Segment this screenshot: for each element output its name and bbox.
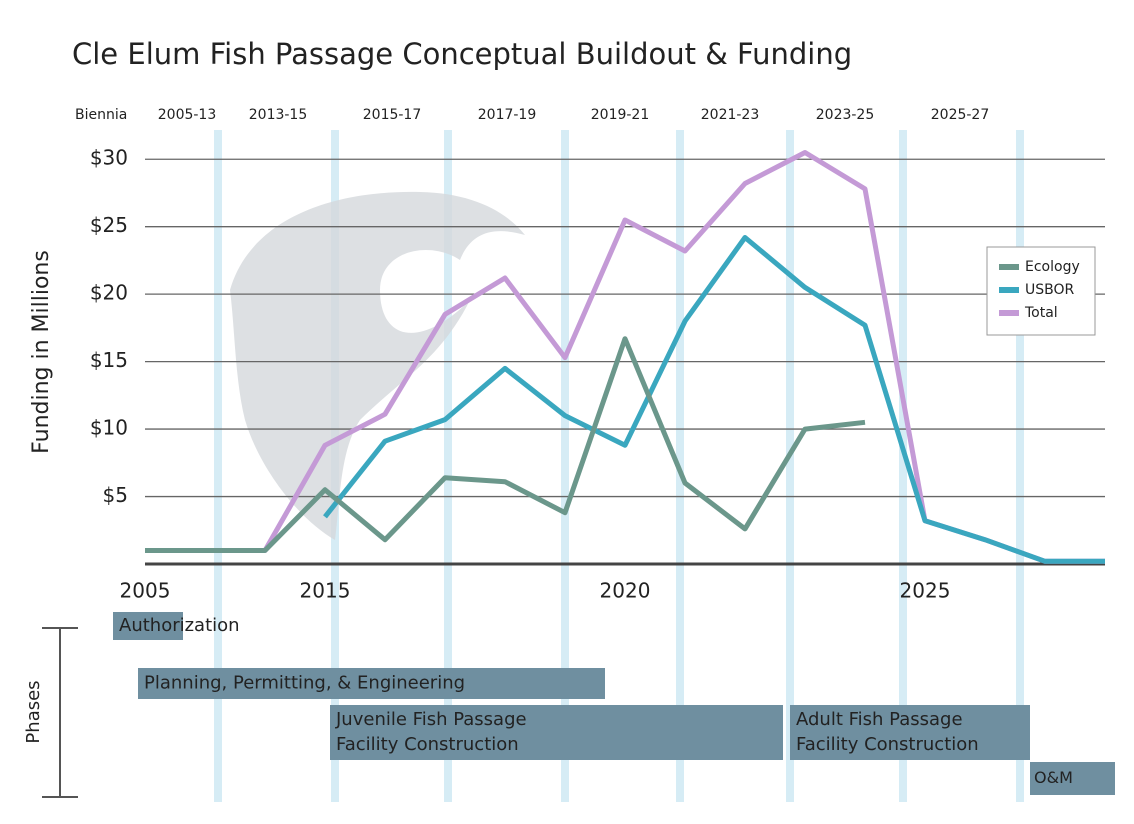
biennium-band [214, 130, 222, 802]
phase-label: Adult Fish Passage [796, 709, 963, 730]
biennia-label: Biennia [75, 107, 127, 123]
chart: Cle Elum Fish Passage Conceptual Buildou… [0, 0, 1134, 820]
legend-swatch [999, 287, 1019, 293]
biennium-band [1016, 130, 1024, 802]
biennium-label: 2021-23 [701, 107, 760, 123]
legend-swatch [999, 310, 1019, 316]
biennium-band [561, 130, 569, 802]
phase-label: Planning, Permitting, & Engineering [144, 673, 465, 694]
x-tick-label: 2015 [300, 579, 351, 603]
biennium-label: 2015-17 [363, 107, 422, 123]
legend-swatch [999, 264, 1019, 270]
phase-label: Juvenile Fish Passage [335, 709, 527, 730]
phase-label: Authorization [119, 615, 240, 636]
x-tick-label: 2005 [120, 579, 171, 603]
phases-label: Phases [23, 680, 44, 743]
x-tick-label: 2020 [600, 579, 651, 603]
y-tick-label: $10 [90, 416, 128, 440]
x-tick-label: 2025 [900, 579, 951, 603]
y-tick-label: $30 [90, 146, 128, 170]
biennium-label: 2017-19 [478, 107, 537, 123]
y-axis-label: Funding in Millions [29, 250, 54, 454]
phase-label: Facility Construction [796, 734, 979, 755]
y-tick-label: $25 [90, 213, 128, 237]
biennium-label: 2023-25 [816, 107, 875, 123]
y-tick-label: $20 [90, 281, 128, 305]
biennium-label: 2019-21 [591, 107, 650, 123]
phase-label: Facility Construction [336, 734, 519, 755]
y-tick-label: $15 [90, 348, 128, 372]
legend-label: Total [1024, 305, 1058, 321]
biennium-band [786, 130, 794, 802]
legend-label: USBOR [1025, 282, 1075, 298]
y-tick-label: $5 [103, 483, 128, 507]
biennium-label: 2025-27 [931, 107, 990, 123]
legend-label: Ecology [1025, 259, 1080, 275]
biennium-label: 2013-15 [249, 107, 308, 123]
chart-title: Cle Elum Fish Passage Conceptual Buildou… [72, 37, 852, 71]
phase-label: O&M [1034, 768, 1073, 787]
biennium-label: 2005-13 [158, 107, 217, 123]
